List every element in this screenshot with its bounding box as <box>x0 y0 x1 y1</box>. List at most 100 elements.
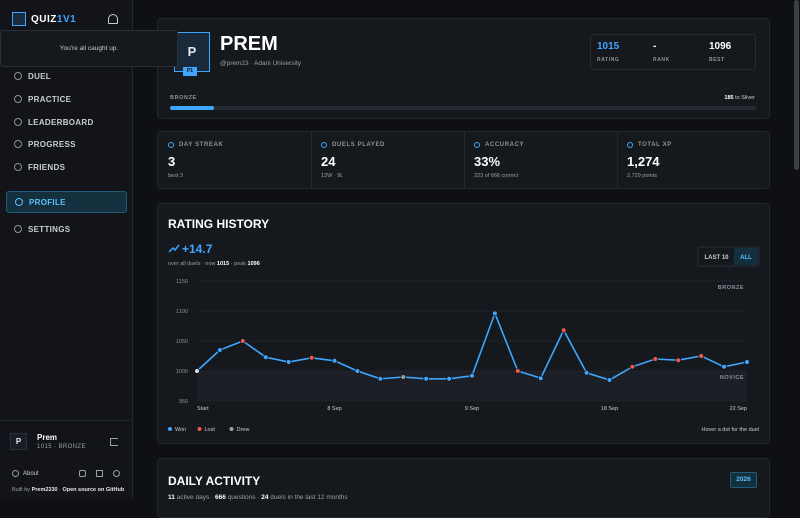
scrollbar[interactable] <box>794 0 799 170</box>
subtitle-part: 1015 <box>217 261 229 267</box>
activity-title: DAILY ACTIVITY <box>168 474 261 488</box>
nav-icon <box>14 72 22 80</box>
rating-dot[interactable] <box>675 357 682 364</box>
rating-dot[interactable] <box>217 347 223 353</box>
range-button[interactable]: ALL <box>740 255 752 261</box>
rating-dot[interactable] <box>560 327 567 333</box>
nav-icon <box>15 198 23 206</box>
legend-dot <box>168 427 172 431</box>
x-tick-label: Start <box>197 406 209 412</box>
rating-dot[interactable] <box>744 359 750 365</box>
rating-dot[interactable] <box>262 354 269 361</box>
instagram-link[interactable] <box>79 470 86 477</box>
rating-dot[interactable] <box>515 368 521 374</box>
rating-dot[interactable] <box>240 338 246 344</box>
nav-item[interactable]: PROGRESS <box>6 134 127 156</box>
nav-label: SETTINGS <box>28 225 71 234</box>
nav-label: PROFILE <box>29 198 66 207</box>
rating-dot[interactable] <box>469 373 475 379</box>
chart-subtitle: over all duels · now 1015 · peak 1096 <box>168 261 260 267</box>
nav-label: FRIENDS <box>28 163 66 172</box>
stat-divider <box>311 132 312 188</box>
summary-text: active days · <box>174 494 215 501</box>
nav-item[interactable]: PRACTICE <box>6 89 127 111</box>
stat-value: 1015 <box>597 41 620 52</box>
progress-track <box>170 106 756 110</box>
stat-icon <box>168 142 174 148</box>
brand: QUIZ1V1 <box>31 14 76 25</box>
stat-label: DAY STREAK <box>179 142 224 148</box>
stat-icon <box>474 142 480 148</box>
rating-dot[interactable] <box>423 376 429 382</box>
rating-dot[interactable] <box>354 368 361 374</box>
range-button[interactable]: LAST 10 <box>704 255 729 261</box>
about-link[interactable]: About <box>23 471 39 477</box>
subtitle-part: 1096 <box>248 261 260 267</box>
nav-icon <box>14 118 22 126</box>
stat-value: - <box>653 41 657 52</box>
notification-popup: You're all caught up. <box>0 30 178 67</box>
nav-icon <box>14 95 22 103</box>
rating-dot[interactable] <box>698 353 704 359</box>
rating-dot[interactable] <box>606 377 613 383</box>
stat-divider <box>617 132 618 188</box>
nav-item[interactable]: LEADERBOARD <box>6 112 127 134</box>
nav-item[interactable]: DUEL <box>6 66 127 88</box>
rating-dot[interactable] <box>446 376 452 382</box>
about-icon <box>12 470 19 477</box>
stat-sub: 223 of 666 correct <box>474 173 519 179</box>
nav-item[interactable]: FRIENDS <box>6 157 127 179</box>
linkedin-link[interactable] <box>96 470 103 477</box>
rating-dot[interactable] <box>285 359 292 365</box>
github-link[interactable] <box>113 470 120 477</box>
y-tick-label: 1000 <box>176 369 188 375</box>
nav-label: DUEL <box>28 72 51 81</box>
brand-text: QUIZ <box>31 14 57 25</box>
activity-card: DAILY ACTIVITY 2026 11 active days · 666… <box>157 458 770 518</box>
rating-dot[interactable] <box>331 358 338 364</box>
rating-dot[interactable] <box>308 355 315 361</box>
legend-label: Lost <box>205 427 216 433</box>
nav-icon <box>14 140 22 148</box>
band-label: BRONZE <box>718 285 744 291</box>
bell-button[interactable] <box>108 14 118 24</box>
y-tick-label: 950 <box>179 399 188 405</box>
rating-dot[interactable] <box>400 374 407 380</box>
credit-link[interactable]: Open source on GitHub <box>62 487 125 493</box>
x-tick-label: 8 Sep <box>327 406 341 412</box>
stat-sub: 2,729 points <box>627 173 657 179</box>
rating-dot[interactable] <box>652 356 659 362</box>
nav-label: PRACTICE <box>28 95 72 104</box>
profile-avatar: P <box>174 32 210 72</box>
rating-change: +14.7 <box>182 242 213 256</box>
rating-dot[interactable] <box>721 364 727 370</box>
rating-dot[interactable] <box>583 370 590 376</box>
stat-label: ACCURACY <box>485 142 525 148</box>
year-button[interactable]: 2026 <box>730 472 757 488</box>
profile-stats: 1015 RATING - RANK 1096 BEST <box>590 34 756 70</box>
stat-value: 33% <box>474 154 501 169</box>
stat-divider <box>464 132 465 188</box>
stat-icon <box>627 142 633 148</box>
rating-dot[interactable] <box>629 364 636 370</box>
activity-summary: 11 active days · 666 questions · 24 duel… <box>168 494 348 501</box>
credit: Built by Prem2330 · Open source on GitHu… <box>12 487 124 493</box>
stat-label: DUELS PLAYED <box>332 142 385 148</box>
nav-item[interactable]: SETTINGS <box>6 219 127 241</box>
rating-dot[interactable] <box>537 375 544 382</box>
rating-chart: RATING HISTORY +14.7 over all duels · now … <box>168 217 760 433</box>
logout-button[interactable] <box>110 438 118 446</box>
summary-value: 666 <box>214 494 226 501</box>
summary-value: 24 <box>261 494 269 501</box>
user-meta: 1015 · BRONZE <box>37 444 86 450</box>
credit-author[interactable]: Prem2330 <box>31 487 58 493</box>
rating-dot[interactable] <box>377 376 384 382</box>
nav-label: PROGRESS <box>28 140 76 149</box>
nav-item[interactable]: PROFILE <box>6 191 127 213</box>
stat-label: RATING <box>597 57 620 63</box>
to-next: 185 to Silver <box>724 95 755 101</box>
rating-dot[interactable] <box>194 368 200 374</box>
stat-sub: best 3 <box>168 173 183 179</box>
legend-label: Drew <box>237 427 250 433</box>
rating-dot[interactable] <box>492 310 498 317</box>
